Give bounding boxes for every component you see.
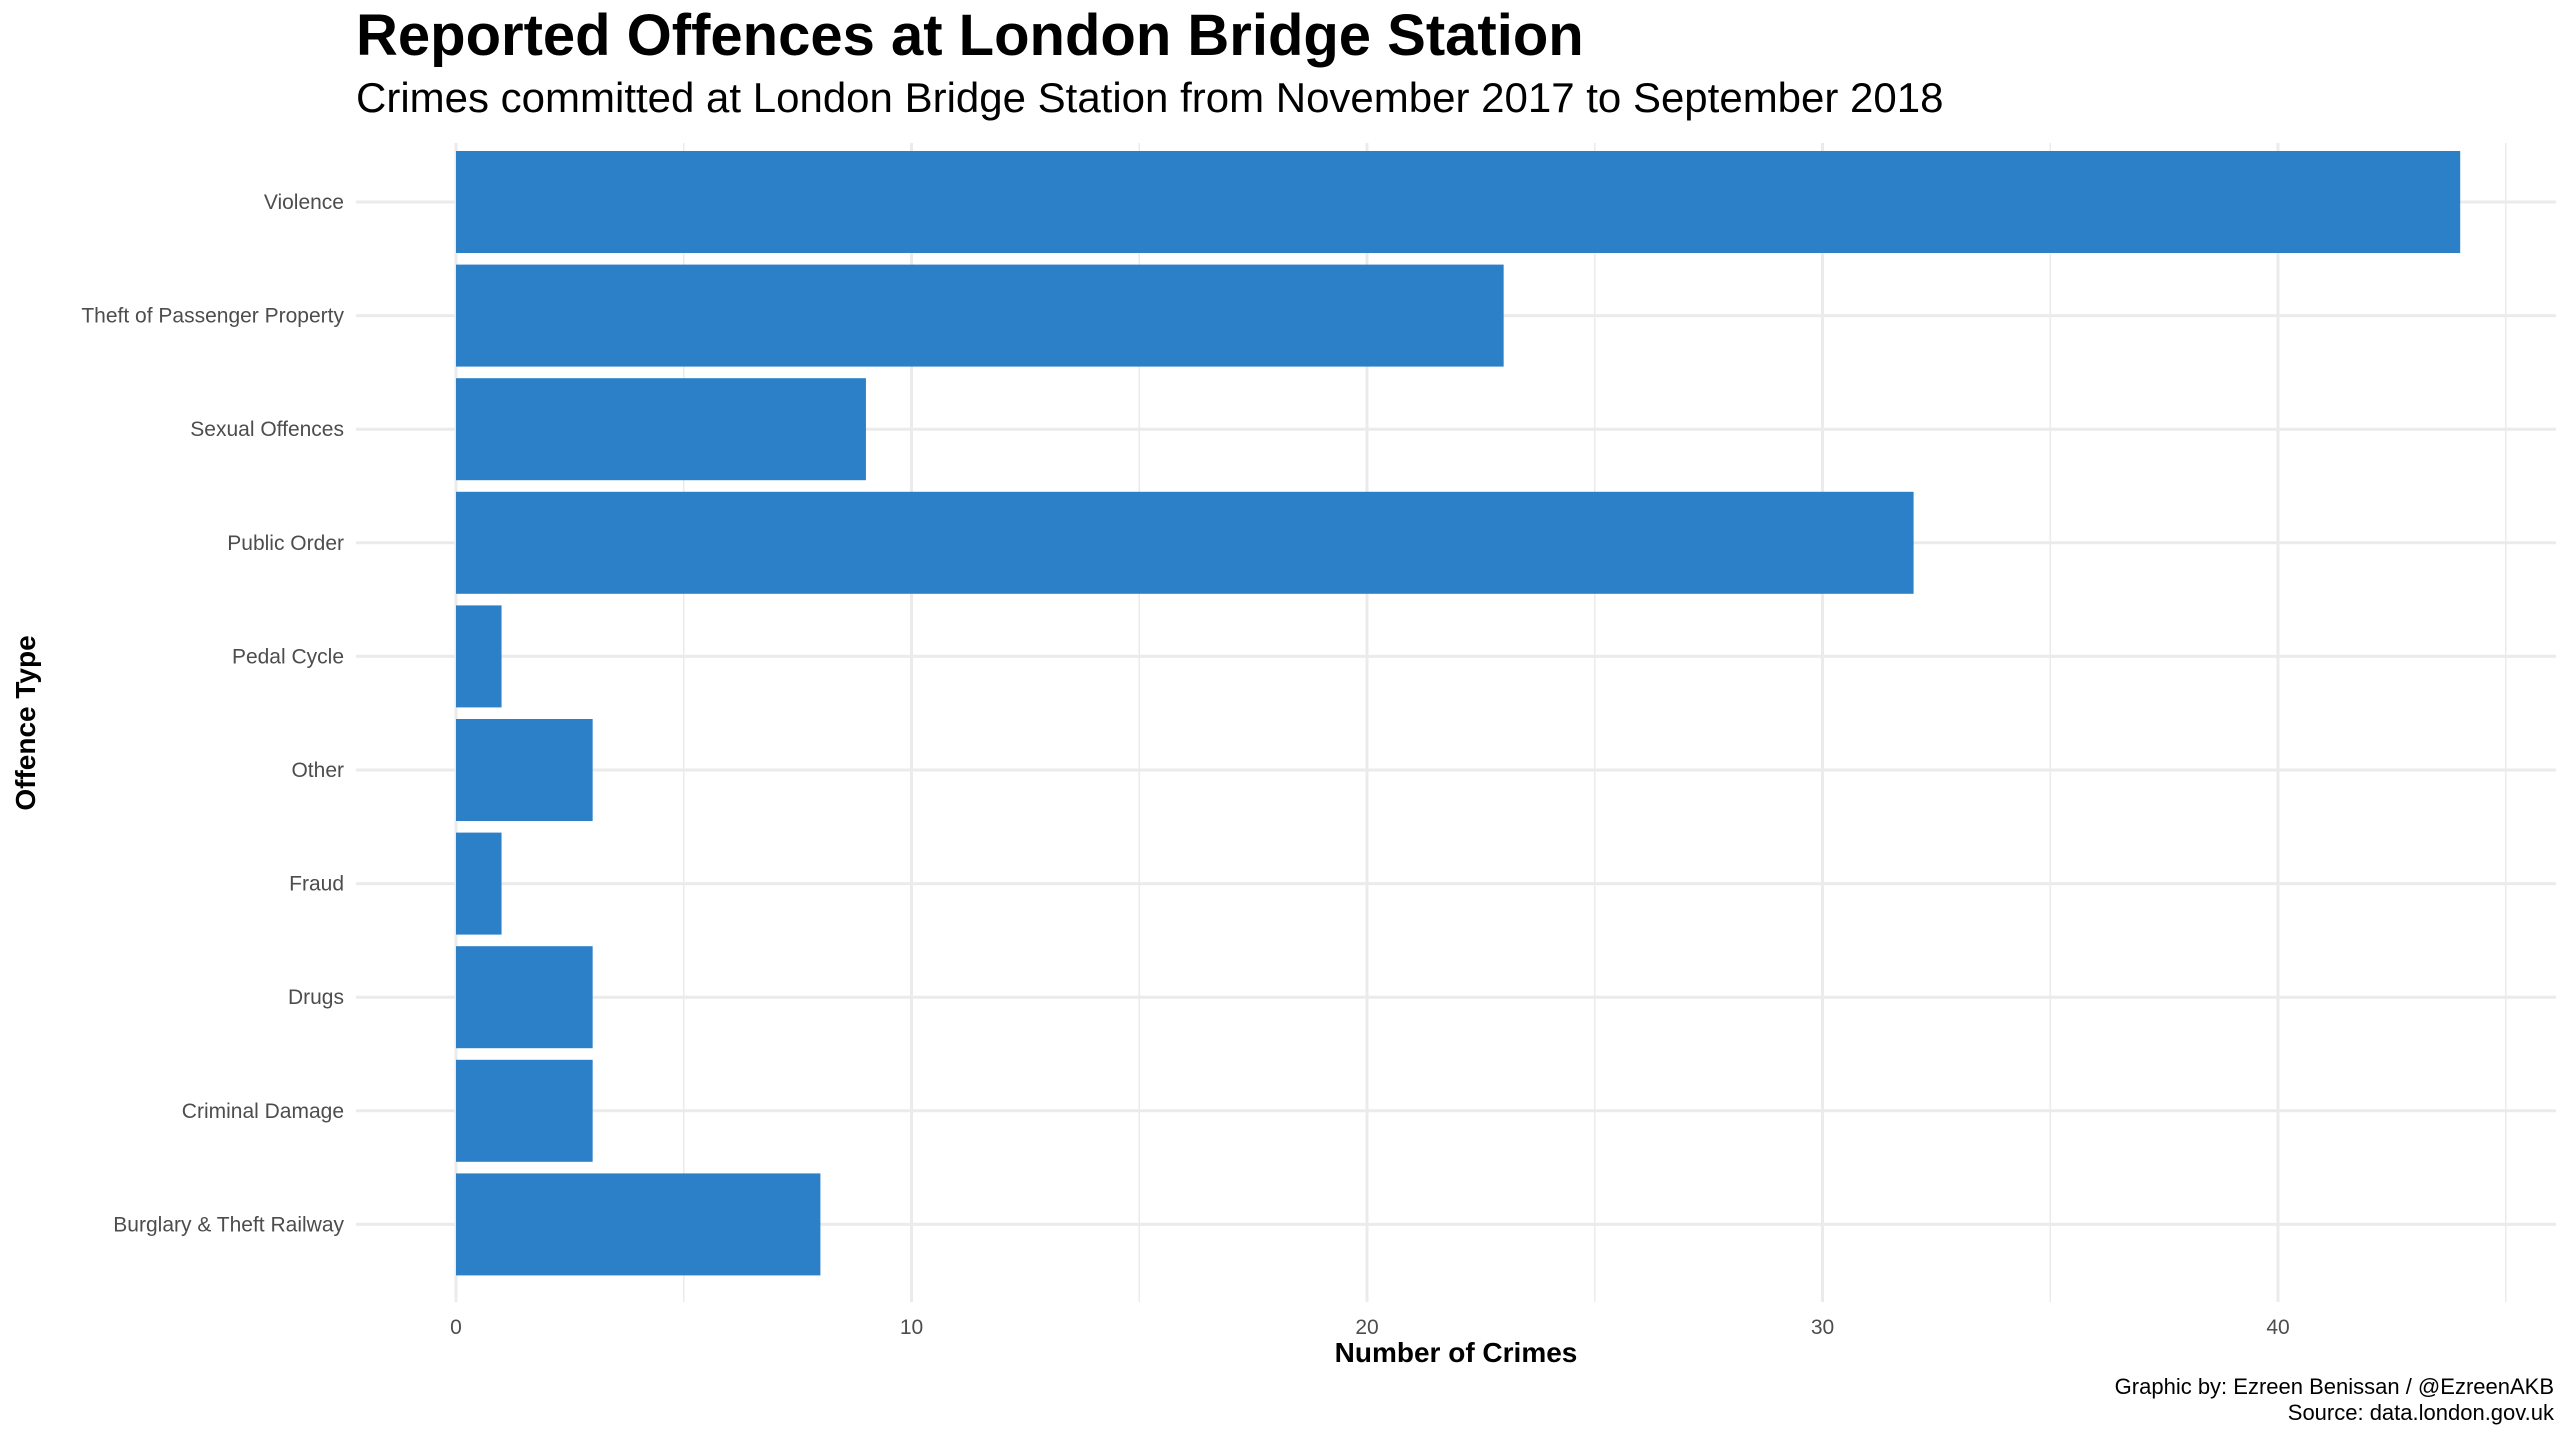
- y-tick-label: Other: [291, 759, 344, 782]
- bar-sexual-offences: [456, 378, 866, 481]
- y-axis-title: Offence Type: [10, 635, 41, 810]
- x-tick-labels: 0 10 20 30 40: [450, 1316, 2290, 1339]
- x-tick-label: 40: [2266, 1316, 2289, 1339]
- x-tick-label: 20: [1355, 1316, 1378, 1339]
- y-tick-label: Burglary & Theft Railway: [113, 1213, 344, 1236]
- caption-credit: Graphic by: Ezreen Benissan / @EzreenAKB: [2114, 1374, 2554, 1399]
- y-tick-labels: Violence Theft of Passenger Property Sexua…: [81, 191, 344, 1236]
- bar-violence: [456, 151, 2461, 253]
- x-axis-title: Number of Crimes: [1335, 1337, 1578, 1368]
- caption: Graphic by: Ezreen Benissan / @EzreenAKB…: [2115, 1374, 2554, 1426]
- chart-subtitle: Crimes committed at London Bridge Statio…: [356, 74, 1944, 121]
- y-tick-label: Sexual Offences: [190, 418, 344, 441]
- y-tick-label: Fraud: [289, 873, 344, 896]
- bar-other: [456, 719, 593, 821]
- bar-theft-of-passenger-property: [456, 264, 1504, 367]
- x-tick-label: 0: [450, 1316, 462, 1339]
- bar-fraud: [456, 832, 502, 935]
- x-tick-label: 10: [900, 1316, 923, 1339]
- y-tick-label: Pedal Cycle: [232, 645, 344, 668]
- bar-burglary-theft-railway: [456, 1173, 821, 1276]
- bar-pedal-cycle: [456, 605, 502, 708]
- x-tick-label: 30: [1811, 1316, 1834, 1339]
- bars: [456, 151, 2461, 1276]
- bar-criminal-damage: [456, 1059, 593, 1162]
- y-tick-label: Violence: [264, 191, 344, 214]
- y-tick-label: Public Order: [227, 532, 344, 555]
- y-tick-label: Drugs: [288, 986, 344, 1009]
- bar-drugs: [456, 946, 593, 1049]
- y-tick-label: Theft of Passenger Property: [81, 305, 344, 328]
- bar-public-order: [456, 491, 1914, 594]
- caption-source: Source: data.london.gov.uk: [2287, 1400, 2554, 1425]
- y-tick-label: Criminal Damage: [182, 1100, 344, 1123]
- chart-title: Reported Offences at London Bridge Stati…: [356, 3, 1584, 68]
